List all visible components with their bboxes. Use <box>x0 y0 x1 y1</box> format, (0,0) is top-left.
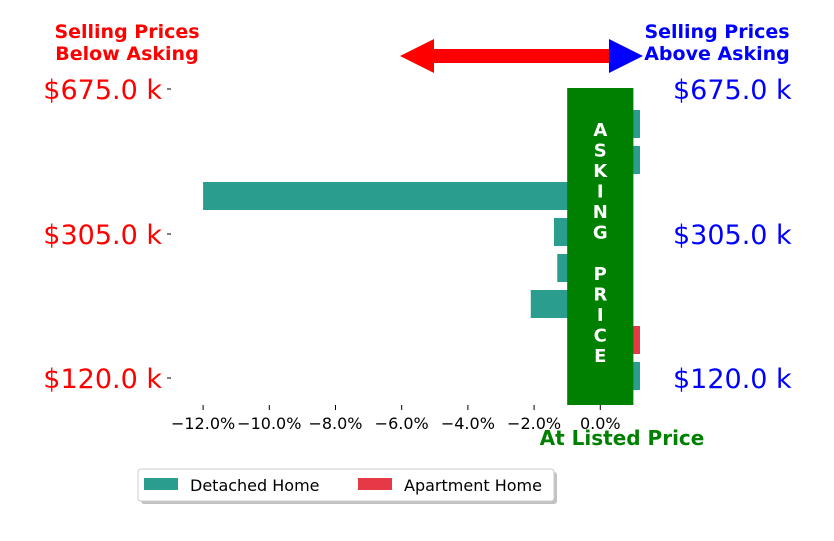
asking-letter-3: K <box>593 161 608 182</box>
y-axis: $675.0 k $675.0 k $305.0 k $305.0 k $120.0 k… <box>43 75 792 395</box>
legend: Detached Home Apartment Home <box>137 468 557 504</box>
y-tick-label-right-3: $120.0 k <box>673 364 792 395</box>
y-tick-label-left-1: $675.0 k <box>43 75 162 106</box>
legend-swatch-detached <box>144 478 178 490</box>
y-tick-label-right-1: $675.0 k <box>673 75 792 106</box>
legend-label-apartment: Apartment Home <box>404 476 542 495</box>
x-tick-label-5: −4.0% <box>441 414 495 433</box>
at-listed-price-label: At Listed Price <box>540 426 705 450</box>
y-tick-label-left-3: $120.0 k <box>43 364 162 395</box>
x-tick-label-2: −10.0% <box>237 414 301 433</box>
x-axis: −12.0% −10.0% −8.0% −6.0% −4.0% −2.0% 0.0% <box>171 405 621 433</box>
asking-letter-6: G <box>593 223 608 244</box>
x-tick-label-1: −12.0% <box>171 414 235 433</box>
double-arrow-icon <box>400 39 643 73</box>
price-letter-3: I <box>597 305 604 326</box>
x-tick-label-3: −8.0% <box>308 414 362 433</box>
legend-swatch-apartment <box>358 478 392 490</box>
asking-letter-5: N <box>593 202 608 223</box>
legend-label-detached: Detached Home <box>190 476 320 495</box>
annotations: Selling Prices Below Asking Selling Pric… <box>54 21 789 450</box>
left-title-line-2: Below Asking <box>55 43 198 65</box>
asking-band-rect <box>567 88 634 405</box>
bar-3 <box>203 182 601 210</box>
asking-letter-1: A <box>593 120 607 141</box>
x-tick-label-4: −6.0% <box>375 414 429 433</box>
price-letter-2: R <box>593 285 607 306</box>
y-tick-label-left-2: $305.0 k <box>43 220 162 251</box>
asking-letter-4: I <box>597 182 604 203</box>
right-title-line-2: Above Asking <box>644 43 790 65</box>
x-tick-label-6: −2.0% <box>507 414 561 433</box>
left-title-line-1: Selling Prices <box>54 21 199 43</box>
price-letter-1: P <box>594 264 607 285</box>
price-letter-4: C <box>594 326 607 347</box>
x-tick-label-7: 0.0% <box>580 414 621 433</box>
y-tick-label-right-2: $305.0 k <box>673 220 792 251</box>
asking-letter-2: S <box>594 141 607 162</box>
price-letter-5: E <box>594 346 606 367</box>
right-title-line-1: Selling Prices <box>644 21 789 43</box>
